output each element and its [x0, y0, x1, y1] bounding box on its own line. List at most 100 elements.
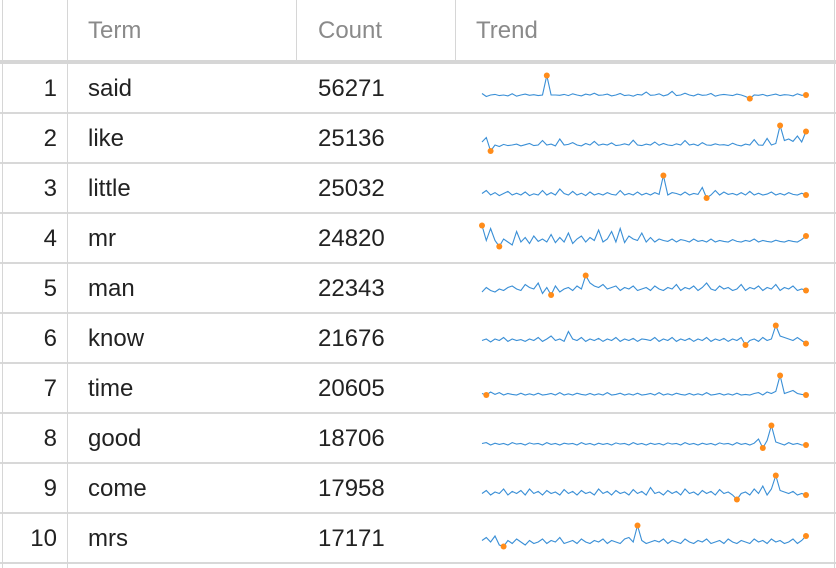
min-marker [548, 292, 555, 298]
row-index: 3 [43, 175, 57, 202]
count-cell: 22343 [318, 275, 385, 302]
min-marker [496, 243, 503, 250]
term-cell: mr [88, 225, 116, 252]
last-marker [803, 92, 809, 98]
last-marker [803, 192, 809, 198]
row-index: 2 [43, 125, 57, 152]
table-row[interactable]: 6 know 21676 [0, 314, 836, 364]
column-divider[interactable] [296, 0, 297, 60]
min-marker [759, 445, 766, 451]
sparkline-path [481, 274, 807, 297]
column-divider[interactable] [455, 0, 456, 60]
sparkline-path [481, 375, 807, 396]
term-cell: little [88, 175, 131, 202]
term-cell: good [88, 425, 142, 452]
count-cell: 25032 [318, 175, 385, 202]
row-index: 5 [43, 275, 57, 302]
trend-sparkline [481, 372, 809, 398]
last-marker [803, 233, 809, 239]
table-row[interactable]: 8 good 18706 [0, 414, 836, 464]
sparkline-path [481, 323, 807, 346]
term-cell: said [88, 75, 133, 102]
sparkline-path [481, 123, 807, 153]
table-row[interactable]: 9 come 17958 [0, 464, 836, 514]
last-marker [803, 442, 809, 448]
table-row[interactable]: 3 little 25032 [0, 164, 836, 214]
term-cell: time [88, 375, 134, 402]
term-cell: man [88, 275, 135, 302]
trend-sparkline [481, 172, 809, 201]
min-marker [746, 95, 753, 102]
last-marker [803, 340, 809, 347]
term-cell: know [88, 325, 145, 352]
header-trend[interactable]: Trend [476, 17, 538, 44]
sparkline-path [481, 423, 806, 450]
max-marker [772, 472, 779, 479]
table-row[interactable]: 7 time 20605 [0, 364, 836, 414]
max-marker [479, 222, 485, 229]
trend-sparkline [481, 422, 809, 451]
column-divider [2, 0, 3, 568]
sparkline-path [481, 523, 807, 548]
trend-sparkline [479, 222, 809, 250]
row-index: 1 [43, 75, 57, 102]
trend-sparkline [481, 122, 809, 154]
max-marker [582, 272, 589, 279]
min-marker [483, 392, 490, 398]
count-cell: 24820 [318, 225, 385, 252]
min-marker [742, 342, 749, 348]
term-cell: mrs [88, 525, 128, 552]
header-index[interactable] [0, 0, 57, 60]
count-cell: 21676 [318, 325, 385, 352]
table-row[interactable]: 10 mrs 17171 [0, 514, 836, 564]
last-marker [803, 128, 809, 135]
term-cell: come [88, 475, 147, 502]
table-row[interactable]: 1 said 56271 [0, 64, 836, 114]
row-index: 8 [43, 425, 57, 452]
column-divider [834, 0, 835, 568]
trend-sparkline [481, 472, 809, 503]
max-marker [768, 422, 775, 429]
row-index: 10 [30, 525, 57, 552]
sparkline-path [481, 75, 807, 100]
row-index: 4 [43, 225, 57, 252]
row-index: 6 [43, 325, 57, 352]
max-marker [543, 72, 550, 79]
max-marker [634, 522, 641, 529]
last-marker [803, 533, 809, 539]
row-index: 9 [43, 475, 57, 502]
table-row[interactable]: 2 like 25136 [0, 114, 836, 164]
count-cell: 17171 [318, 525, 385, 552]
max-marker [660, 172, 667, 179]
column-divider[interactable] [67, 0, 68, 568]
max-marker [777, 372, 784, 379]
trend-sparkline [481, 522, 809, 550]
header-divider [0, 60, 836, 64]
header-term[interactable]: Term [88, 17, 142, 44]
max-marker [777, 122, 784, 129]
last-marker [803, 287, 809, 294]
count-cell: 56271 [318, 75, 385, 102]
table-header: Term Count Trend [0, 0, 836, 60]
last-marker [803, 392, 809, 398]
count-cell: 20605 [318, 375, 385, 402]
row-index: 7 [43, 375, 57, 402]
header-count[interactable]: Count [318, 17, 383, 44]
sparkline-path [481, 225, 807, 248]
max-marker [772, 322, 779, 329]
term-cell: like [88, 125, 125, 152]
count-cell: 18706 [318, 425, 385, 452]
table-row[interactable]: 5 man 22343 [0, 264, 836, 314]
sparkline-path [481, 175, 807, 199]
trend-sparkline [481, 72, 809, 102]
min-marker [733, 496, 740, 503]
table-row[interactable]: 4 mr 24820 [0, 214, 836, 264]
min-marker [487, 148, 494, 154]
min-marker [500, 543, 507, 550]
sparkline-path [481, 473, 807, 501]
last-marker [803, 492, 809, 498]
count-cell: 17958 [318, 475, 385, 502]
trend-sparkline [481, 272, 809, 298]
min-marker [703, 195, 710, 201]
